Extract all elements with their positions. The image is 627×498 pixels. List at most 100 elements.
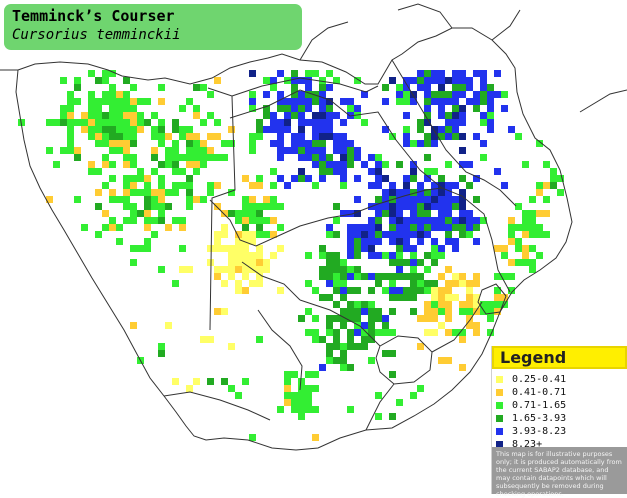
grid-cell xyxy=(340,273,347,280)
grid-cell xyxy=(123,154,130,161)
grid-cell xyxy=(200,336,207,343)
grid-cell xyxy=(179,168,186,175)
grid-cell xyxy=(494,245,501,252)
species-common-name: Temminck’s Courser xyxy=(12,7,175,25)
grid-cell xyxy=(305,406,312,413)
grid-cell xyxy=(424,252,431,259)
grid-cell xyxy=(88,91,95,98)
grid-cell xyxy=(130,161,137,168)
grid-cell xyxy=(207,147,214,154)
grid-cell xyxy=(445,126,452,133)
grid-cell xyxy=(445,294,452,301)
grid-cell xyxy=(361,273,368,280)
grid-cell xyxy=(445,98,452,105)
grid-cell xyxy=(403,133,410,140)
grid-cell xyxy=(424,231,431,238)
grid-cell xyxy=(396,287,403,294)
grid-cell xyxy=(214,77,221,84)
grid-cell xyxy=(242,196,249,203)
grid-cell xyxy=(445,196,452,203)
grid-cell xyxy=(298,154,305,161)
grid-cell xyxy=(536,182,543,189)
grid-cell xyxy=(291,70,298,77)
grid-cell xyxy=(459,203,466,210)
grid-cell xyxy=(95,168,102,175)
grid-cell xyxy=(347,105,354,112)
grid-cell xyxy=(459,196,466,203)
grid-cell xyxy=(172,378,179,385)
grid-cell xyxy=(361,161,368,168)
grid-cell xyxy=(193,112,200,119)
grid-cell xyxy=(102,161,109,168)
grid-cell xyxy=(424,70,431,77)
grid-cell xyxy=(340,154,347,161)
legend-swatch xyxy=(496,428,503,435)
grid-cell xyxy=(319,133,326,140)
grid-cell xyxy=(445,266,452,273)
grid-cell xyxy=(74,77,81,84)
grid-cell xyxy=(172,182,179,189)
grid-cell xyxy=(305,91,312,98)
grid-cell xyxy=(270,119,277,126)
grid-cell xyxy=(123,98,130,105)
grid-cell xyxy=(312,406,319,413)
grid-cell xyxy=(256,266,263,273)
grid-cell xyxy=(74,119,81,126)
grid-cell xyxy=(487,329,494,336)
grid-cell xyxy=(508,126,515,133)
grid-cell xyxy=(480,77,487,84)
grid-cell xyxy=(319,364,326,371)
grid-cell xyxy=(277,70,284,77)
grid-cell xyxy=(291,399,298,406)
grid-cell xyxy=(284,371,291,378)
grid-cell xyxy=(109,133,116,140)
grid-cell xyxy=(158,217,165,224)
grid-cell xyxy=(438,203,445,210)
grid-cell xyxy=(67,133,74,140)
grid-cell xyxy=(186,154,193,161)
grid-cell xyxy=(396,399,403,406)
grid-cell xyxy=(256,252,263,259)
grid-cell xyxy=(319,98,326,105)
grid-cell xyxy=(410,245,417,252)
grid-cell xyxy=(102,112,109,119)
grid-cell xyxy=(67,112,74,119)
grid-cell xyxy=(319,91,326,98)
grid-cell xyxy=(137,210,144,217)
grid-cell xyxy=(550,175,557,182)
grid-cell xyxy=(375,161,382,168)
grid-cell xyxy=(88,70,95,77)
grid-cell xyxy=(291,140,298,147)
grid-cell xyxy=(109,196,116,203)
grid-cell xyxy=(326,70,333,77)
grid-cell xyxy=(186,266,193,273)
grid-cell xyxy=(81,126,88,133)
grid-cell xyxy=(235,266,242,273)
grid-cell xyxy=(473,301,480,308)
grid-cell xyxy=(172,280,179,287)
grid-cell xyxy=(291,175,298,182)
grid-cell xyxy=(277,406,284,413)
grid-cell xyxy=(193,168,200,175)
grid-cell xyxy=(319,77,326,84)
grid-cell xyxy=(410,203,417,210)
grid-cell xyxy=(88,112,95,119)
grid-cell xyxy=(431,280,438,287)
grid-cell xyxy=(186,140,193,147)
grid-cell xyxy=(389,203,396,210)
grid-cell xyxy=(312,371,319,378)
grid-cell xyxy=(403,231,410,238)
grid-cell xyxy=(298,133,305,140)
grid-cell xyxy=(431,182,438,189)
grid-cell xyxy=(144,224,151,231)
grid-cell xyxy=(116,238,123,245)
grid-cell xyxy=(389,259,396,266)
grid-cell xyxy=(123,140,130,147)
country-border-ne xyxy=(579,89,627,113)
grid-cell xyxy=(333,140,340,147)
grid-cell xyxy=(326,343,333,350)
grid-cell xyxy=(277,98,284,105)
grid-cell xyxy=(95,77,102,84)
grid-cell xyxy=(368,245,375,252)
grid-cell xyxy=(67,126,74,133)
